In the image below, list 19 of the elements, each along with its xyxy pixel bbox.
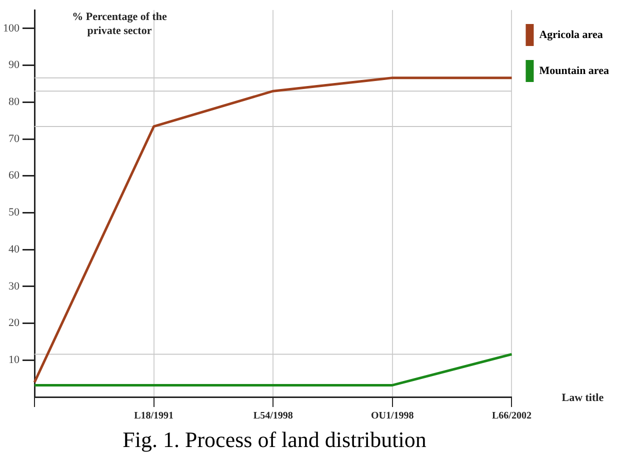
y-tick-label: 80 — [8, 96, 20, 108]
y-axis-title: % Percentage of the private sector — [72, 11, 168, 37]
y-tick-label: 60 — [8, 170, 20, 182]
y-tick-label: 70 — [8, 132, 20, 145]
y-tick-label: 90 — [8, 59, 20, 72]
x-tick-label: L18/1991 — [134, 410, 174, 422]
x-tick-label: OU1/1998 — [371, 410, 414, 422]
y-tick-label: 100 — [3, 22, 20, 34]
y-tick-label: 20 — [8, 317, 20, 330]
legend-label: Agricola area — [539, 28, 604, 41]
y-tick-label: 40 — [8, 243, 20, 256]
x-axis-title: Law title — [562, 392, 604, 404]
y-tick-label: 50 — [8, 206, 20, 219]
x-tick-label: L66/2002 — [492, 410, 532, 422]
legend-label: Mountain area — [539, 64, 610, 77]
y-tick-label: 30 — [8, 280, 20, 292]
y-tick-label: 10 — [8, 354, 20, 366]
caption: Fig. 1. Process of land distribution — [122, 427, 428, 453]
x-tick-label: L54/1998 — [253, 410, 293, 422]
